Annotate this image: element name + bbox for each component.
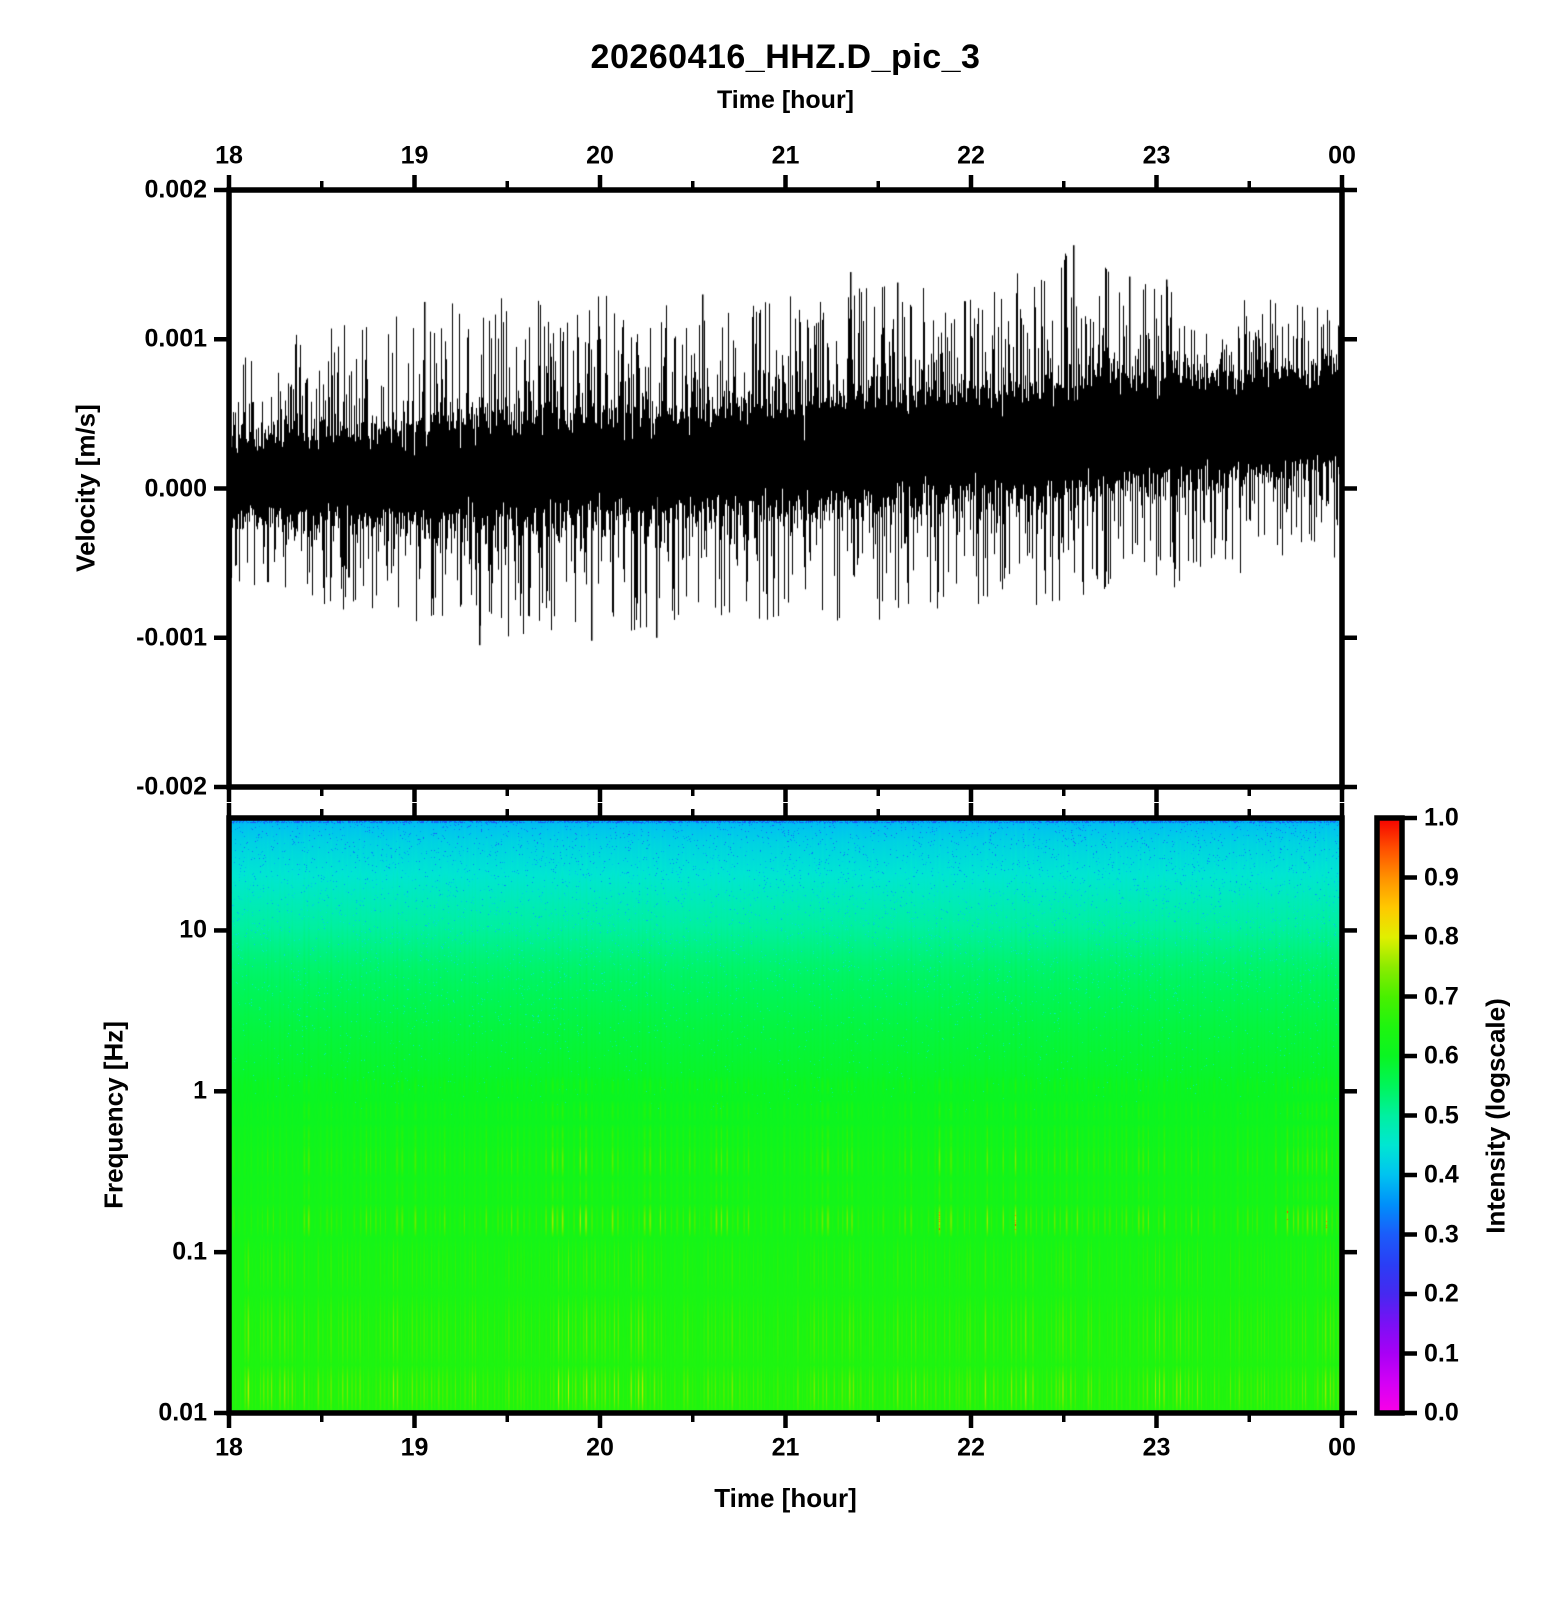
top-axis-tick-label: 23 bbox=[1142, 141, 1171, 170]
colorbar-tick-label: 1.0 bbox=[1424, 803, 1459, 832]
top-axis-tick-label: 19 bbox=[400, 141, 429, 170]
spectrogram-ylabel: Frequency [Hz] bbox=[98, 1021, 129, 1209]
colorbar-label: Intensity (logscale) bbox=[1480, 998, 1511, 1234]
top-axis-tick-label: 20 bbox=[586, 141, 614, 170]
waveform-trace-canvas bbox=[229, 190, 1342, 787]
colorbar-tick-label: 0.6 bbox=[1424, 1041, 1459, 1070]
bottom-axis-tick-label: 18 bbox=[215, 1433, 243, 1462]
bottom-xaxis-title: Time [hour] bbox=[714, 1483, 857, 1513]
bottom-axis-tick-label: 21 bbox=[771, 1433, 800, 1462]
bottom-axis-tick-label: 22 bbox=[957, 1433, 985, 1462]
bottom-axis-tick-label: 23 bbox=[1142, 1433, 1171, 1462]
spectrogram-ytick-label: 10 bbox=[179, 915, 207, 944]
waveform-ytick-label: -0.002 bbox=[136, 772, 207, 801]
colorbar-tick-label: 0.7 bbox=[1424, 982, 1459, 1010]
spectrogram-ytick-label: 0.01 bbox=[158, 1398, 207, 1427]
spectrogram-ytick-label: 0.1 bbox=[172, 1237, 207, 1266]
waveform-ytick-label: 0.001 bbox=[144, 324, 207, 353]
waveform-ytick-label: -0.001 bbox=[136, 623, 207, 652]
colorbar-tick-label: 0.9 bbox=[1424, 863, 1459, 891]
top-axis-tick-label: 21 bbox=[771, 141, 800, 170]
top-axis-tick-label: 22 bbox=[957, 141, 985, 170]
bottom-axis-tick-label: 00 bbox=[1328, 1433, 1356, 1462]
colorbar-tick-label: 0.1 bbox=[1424, 1339, 1459, 1367]
colorbar-tick-label: 0.3 bbox=[1424, 1220, 1459, 1248]
top-axis-tick-label: 18 bbox=[215, 141, 243, 170]
colorbar-tick-label: 0.5 bbox=[1424, 1101, 1459, 1129]
top-axis-tick-label: 00 bbox=[1328, 141, 1356, 170]
bottom-axis-tick-label: 20 bbox=[586, 1433, 614, 1462]
colorbar-tick-label: 0.0 bbox=[1424, 1398, 1459, 1427]
colorbar-tick-label: 0.2 bbox=[1424, 1279, 1459, 1308]
waveform-ytick-label: 0.000 bbox=[144, 474, 207, 502]
waveform-ytick-label: 0.002 bbox=[144, 175, 207, 204]
top-xaxis-title: Time [hour] bbox=[716, 86, 855, 114]
colorbar-tick-label: 0.4 bbox=[1424, 1160, 1459, 1189]
spectrogram-ytick-label: 1 bbox=[193, 1076, 207, 1105]
spectrogram-canvas bbox=[229, 818, 1342, 1413]
colorbar-tick-label: 0.8 bbox=[1424, 922, 1459, 951]
colorbar-gradient bbox=[1377, 818, 1402, 1413]
figure-title: 20260416_HHZ.D_pic_3 bbox=[590, 38, 981, 76]
waveform-ylabel: Velocity [m/s] bbox=[70, 404, 101, 572]
bottom-axis-tick-label: 19 bbox=[400, 1433, 429, 1462]
